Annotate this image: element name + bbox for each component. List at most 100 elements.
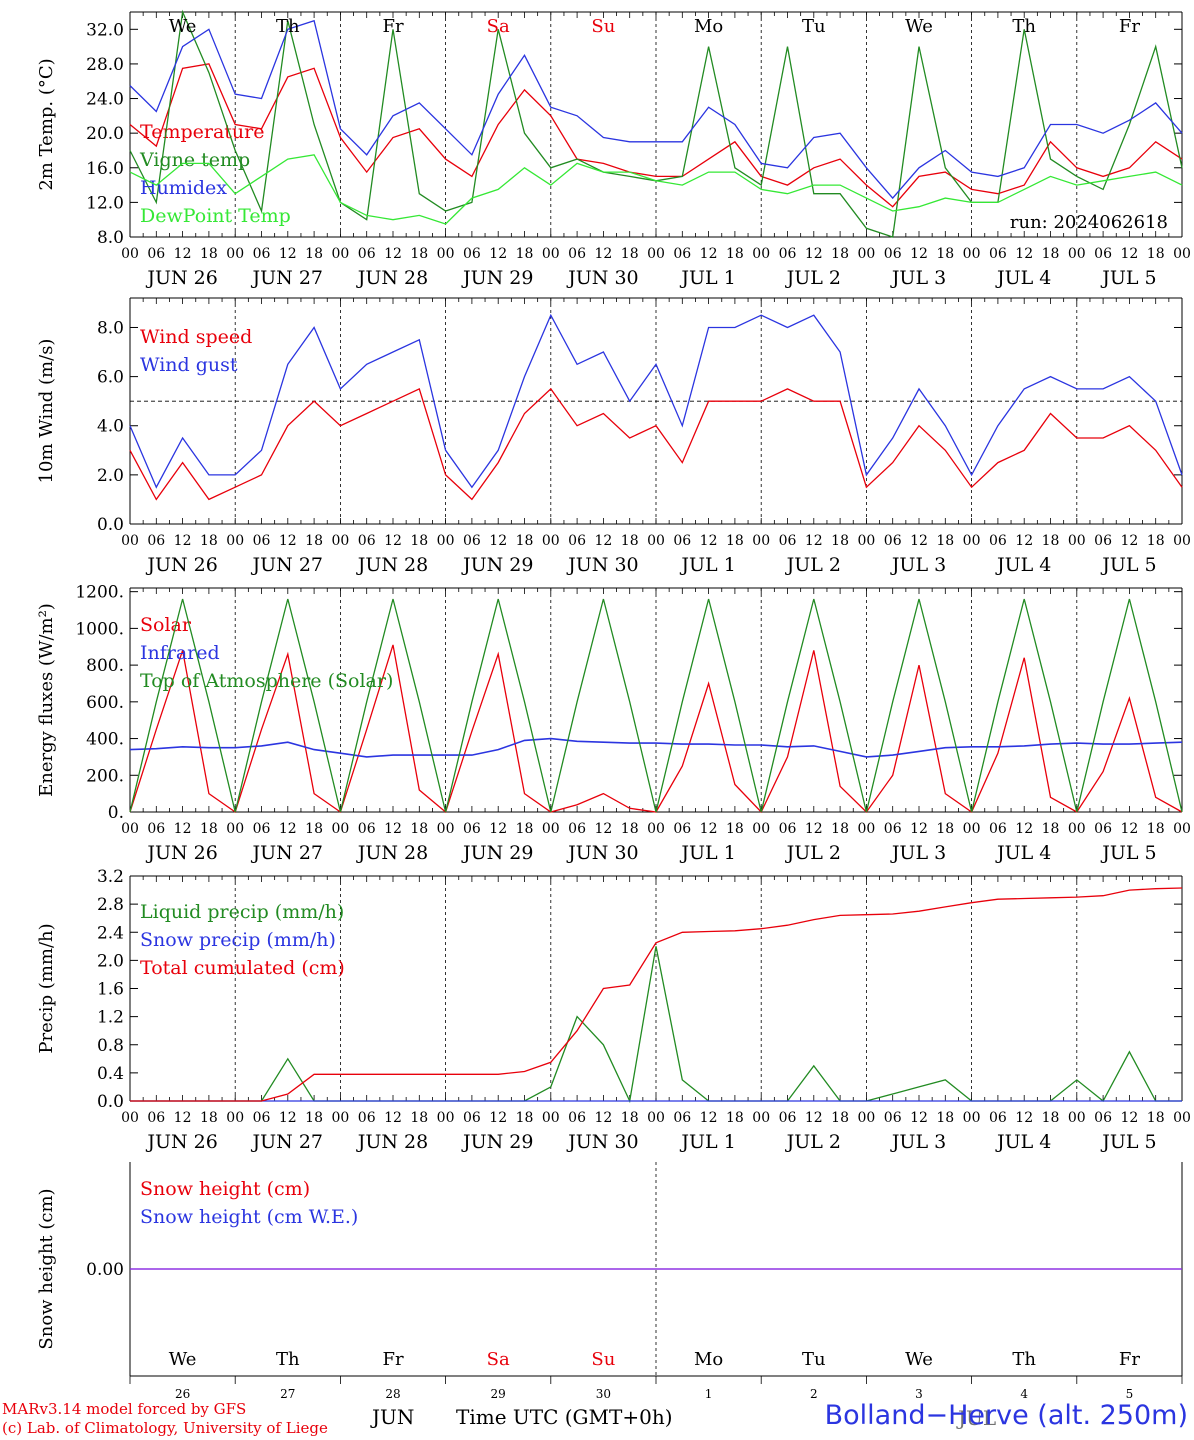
x-hour-label: 12 bbox=[805, 246, 823, 262]
legend-entry: Humidex bbox=[140, 177, 227, 199]
x-date-label: JUN 30 bbox=[566, 842, 638, 864]
day-label: Th bbox=[1012, 16, 1036, 37]
x-hour-label: 12 bbox=[910, 246, 928, 262]
x-date-label: JUL 3 bbox=[890, 554, 946, 576]
series-line-2 bbox=[129, 737, 1183, 758]
x-hour-label: 12 bbox=[174, 821, 192, 837]
x-hour-label: 18 bbox=[305, 533, 323, 549]
month-label-jul: JUL bbox=[956, 1406, 996, 1430]
x-hour-label: 06 bbox=[463, 1110, 481, 1126]
day-label: We bbox=[905, 16, 933, 37]
y-tick-label: 12.0 bbox=[86, 193, 124, 213]
x-hour-label: 00 bbox=[542, 533, 560, 549]
x-date-label: JUN 29 bbox=[461, 267, 533, 289]
x-hour-label: 12 bbox=[1015, 533, 1033, 549]
x-hour-label: 00 bbox=[647, 246, 665, 262]
x-hour-label: 00 bbox=[1173, 533, 1191, 549]
x-hour-label: 06 bbox=[673, 246, 691, 262]
x-hour-label: 00 bbox=[752, 821, 770, 837]
x-hour-label: 00 bbox=[1068, 246, 1086, 262]
x-hour-label: 18 bbox=[621, 821, 639, 837]
x-date-label: JUL 3 bbox=[890, 842, 946, 864]
x-hour-label: 12 bbox=[279, 821, 297, 837]
x-date-label: JUN 26 bbox=[145, 267, 217, 289]
y-tick-label: 2.8 bbox=[97, 895, 124, 915]
x-hour-label: 06 bbox=[358, 533, 376, 549]
day-label: Sa bbox=[487, 1349, 510, 1370]
x-hour-label: 06 bbox=[147, 1110, 165, 1126]
y-tick-label: 0.8 bbox=[97, 1036, 124, 1056]
run-annotation: run: 2024062618 bbox=[1010, 212, 1168, 233]
x-hour-label: 00 bbox=[437, 533, 455, 549]
x-hour-label: 06 bbox=[884, 821, 902, 837]
x-hour-label: 00 bbox=[752, 246, 770, 262]
x-hour-label: 12 bbox=[174, 246, 192, 262]
x-hour-label: 18 bbox=[936, 1110, 954, 1126]
y-tick-label: 0. bbox=[108, 803, 124, 823]
x-hour-label: 12 bbox=[594, 1110, 612, 1126]
x-hour-label: 06 bbox=[568, 821, 586, 837]
x-hour-label: 18 bbox=[410, 1110, 428, 1126]
y-tick-label: 0.00 bbox=[86, 1260, 124, 1280]
series-line-1 bbox=[129, 387, 1183, 501]
day-label: Fr bbox=[1119, 16, 1140, 37]
x-hour-label: 06 bbox=[253, 533, 271, 549]
x-hour-label: 00 bbox=[121, 1110, 139, 1126]
legend-entry: Total cumulated (cm) bbox=[140, 957, 345, 979]
y-tick-label: 1.6 bbox=[97, 980, 124, 1000]
x-hour-label: 06 bbox=[673, 533, 691, 549]
legend-entry: Vigne temp bbox=[139, 149, 250, 171]
x-hour-label: 06 bbox=[358, 246, 376, 262]
x-date-label: JUL 5 bbox=[1100, 842, 1156, 864]
y-axis-title: 2m Temp. (°C) bbox=[36, 58, 57, 190]
x-hour-label: 06 bbox=[884, 1110, 902, 1126]
panel-5: 0.00 Snow height (cm) Snow height (cm) Snow… bbox=[36, 1162, 1183, 1401]
x-hour-label: 12 bbox=[1015, 1110, 1033, 1126]
day-label: We bbox=[169, 1349, 197, 1370]
day-number: 28 bbox=[385, 1387, 400, 1401]
x-date-label: JUL 1 bbox=[679, 1131, 735, 1153]
x-hour-label: 00 bbox=[857, 246, 875, 262]
x-hour-label: 00 bbox=[226, 533, 244, 549]
panel-2: 0.0 2.0 4.0 6.0 8.0 10m Wind (m/s) Wind speed W… bbox=[36, 297, 1191, 576]
x-date-label: JUN 27 bbox=[251, 1131, 323, 1153]
y-tick-label: 0.0 bbox=[97, 1092, 124, 1112]
x-hour-label: 00 bbox=[226, 821, 244, 837]
x-hour-label: 18 bbox=[516, 821, 534, 837]
y-tick-label: 16.0 bbox=[86, 159, 124, 179]
day-number: 27 bbox=[280, 1387, 295, 1401]
lab-credit: (c) Lab. of Climatology, University of L… bbox=[2, 1419, 328, 1437]
panel-1: 8.0 12.0 16.0 20.0 24.0 28.0 32.0 2m Temp. (°C)… bbox=[36, 9, 1191, 289]
x-date-label: JUL 4 bbox=[995, 554, 1051, 576]
x-hour-label: 18 bbox=[200, 821, 218, 837]
x-hour-label: 00 bbox=[857, 533, 875, 549]
day-number: 30 bbox=[596, 1387, 611, 1401]
x-hour-label: 12 bbox=[279, 533, 297, 549]
legend-entry: Liquid precip (mm/h) bbox=[140, 901, 344, 923]
x-date-label: JUN 28 bbox=[356, 267, 428, 289]
x-hour-label: 00 bbox=[752, 533, 770, 549]
x-hour-label: 12 bbox=[700, 821, 718, 837]
x-date-label: JUN 27 bbox=[251, 554, 323, 576]
y-tick-label: 2.0 bbox=[97, 466, 124, 486]
x-hour-label: 12 bbox=[489, 246, 507, 262]
x-date-label: JUN 26 bbox=[145, 554, 217, 576]
x-hour-label: 00 bbox=[1068, 533, 1086, 549]
legend-entry: Snow height (cm W.E.) bbox=[140, 1206, 358, 1228]
x-date-label: JUL 1 bbox=[679, 554, 735, 576]
x-date-label: JUL 2 bbox=[785, 1131, 841, 1153]
x-hour-label: 12 bbox=[1120, 246, 1138, 262]
x-hour-label: 12 bbox=[594, 246, 612, 262]
x-hour-label: 00 bbox=[1173, 1110, 1191, 1126]
x-hour-label: 00 bbox=[331, 821, 349, 837]
y-tick-label: 0.0 bbox=[97, 515, 124, 535]
day-label: Fr bbox=[1119, 1349, 1140, 1370]
x-hour-label: 00 bbox=[121, 821, 139, 837]
x-hour-label: 12 bbox=[489, 821, 507, 837]
x-hour-label: 18 bbox=[726, 1110, 744, 1126]
x-hour-label: 18 bbox=[726, 246, 744, 262]
x-hour-label: 18 bbox=[1147, 821, 1165, 837]
x-hour-label: 06 bbox=[568, 1110, 586, 1126]
x-date-label: JUL 3 bbox=[890, 1131, 946, 1153]
x-hour-label: 00 bbox=[963, 533, 981, 549]
